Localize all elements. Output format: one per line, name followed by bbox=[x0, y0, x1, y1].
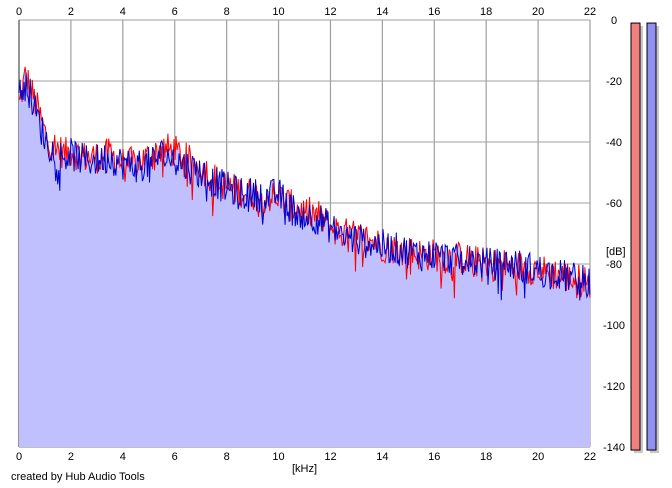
level-meter-left bbox=[630, 22, 641, 451]
x-axis-label: [kHz] bbox=[292, 463, 317, 475]
credit-text: created by Hub Audio Tools bbox=[11, 471, 145, 483]
x-tick-label-top: 6 bbox=[172, 6, 178, 18]
level-meter-right bbox=[646, 22, 657, 451]
tick-labels: 002244668810101212141416161818202022220-… bbox=[16, 6, 625, 463]
y-axis-label: [dB] bbox=[606, 246, 626, 258]
x-tick-label-bottom: 20 bbox=[532, 451, 544, 463]
x-tick-label-bottom: 22 bbox=[584, 451, 596, 463]
x-tick-label-top: 22 bbox=[584, 6, 596, 18]
x-tick-label-bottom: 0 bbox=[16, 451, 22, 463]
spectrum-fill-area bbox=[19, 66, 590, 448]
x-tick-label-top: 16 bbox=[428, 6, 440, 18]
x-tick-label-bottom: 14 bbox=[376, 451, 388, 463]
y-tick-label: -100 bbox=[603, 320, 625, 332]
y-tick-label: -120 bbox=[603, 381, 625, 393]
x-tick-label-top: 10 bbox=[272, 6, 284, 18]
series-line-right-channel bbox=[18, 72, 591, 301]
y-tick-label: -40 bbox=[606, 137, 622, 149]
y-tick-label: -80 bbox=[606, 259, 622, 271]
x-tick-label-top: 14 bbox=[376, 6, 388, 18]
x-tick-label-top: 0 bbox=[16, 6, 22, 18]
level-meters bbox=[630, 22, 659, 454]
x-tick-label-bottom: 2 bbox=[68, 451, 74, 463]
y-tick-label: -60 bbox=[606, 198, 622, 210]
x-tick-label-top: 12 bbox=[324, 6, 336, 18]
y-tick-label: -140 bbox=[603, 442, 625, 454]
x-tick-label-bottom: 12 bbox=[324, 451, 336, 463]
x-tick-label-top: 8 bbox=[224, 6, 230, 18]
x-tick-label-top: 2 bbox=[68, 6, 74, 18]
x-tick-label-bottom: 8 bbox=[224, 451, 230, 463]
x-tick-label-top: 20 bbox=[532, 6, 544, 18]
x-tick-label-bottom: 10 bbox=[272, 451, 284, 463]
x-tick-label-bottom: 16 bbox=[428, 451, 440, 463]
x-tick-label-top: 4 bbox=[120, 6, 126, 18]
x-tick-label-top: 18 bbox=[480, 6, 492, 18]
x-tick-label-bottom: 18 bbox=[480, 451, 492, 463]
y-tick-label: 0 bbox=[611, 15, 617, 27]
y-tick-label: -20 bbox=[606, 76, 622, 88]
x-tick-label-bottom: 6 bbox=[172, 451, 178, 463]
x-tick-label-bottom: 4 bbox=[120, 451, 126, 463]
